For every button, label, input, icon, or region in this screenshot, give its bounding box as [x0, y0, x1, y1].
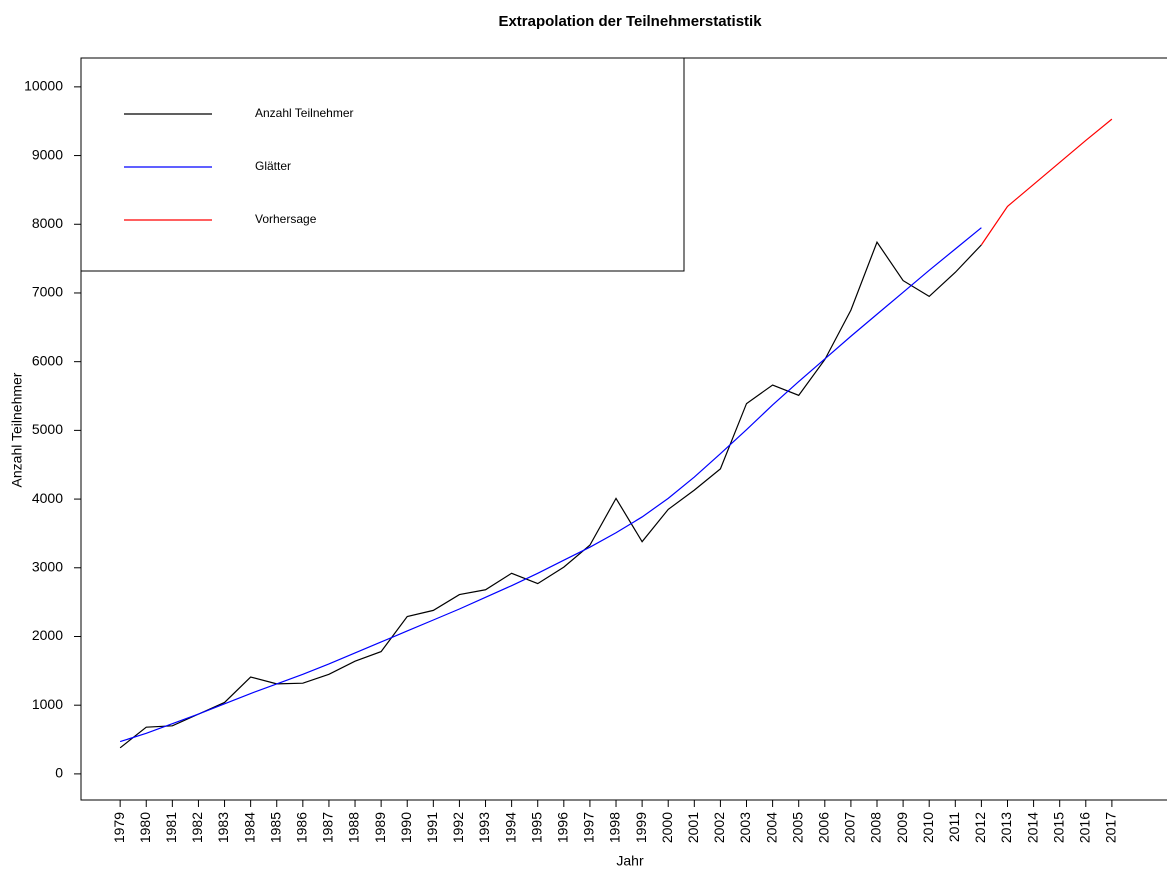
- legend-box: [80, 57, 685, 272]
- x-tick-label: 2003: [737, 812, 753, 843]
- x-tick-label: 2008: [868, 812, 884, 843]
- legend-label: Glätter: [255, 159, 291, 173]
- y-tick-label: 0: [55, 765, 63, 781]
- y-tick-label: 4000: [32, 490, 63, 506]
- x-tick-label: 1989: [372, 812, 388, 843]
- y-tick-label: 5000: [32, 421, 63, 437]
- x-tick-label: 2002: [711, 812, 727, 843]
- y-tick-label: 7000: [32, 284, 63, 300]
- x-tick-label: 2017: [1103, 812, 1119, 843]
- x-tick-label: 2006: [816, 812, 832, 843]
- x-tick-label: 1983: [215, 812, 231, 843]
- x-tick-label: 1991: [424, 812, 440, 843]
- x-tick-label: 1993: [476, 812, 492, 843]
- x-tick-label: 2011: [946, 812, 962, 842]
- chart-title: Extrapolation der Teilnehmerstatistik: [498, 13, 762, 30]
- x-tick-label: 1992: [450, 812, 466, 843]
- plot-frame: [80, 57, 1167, 801]
- data-line: [980, 118, 1113, 246]
- x-tick-label: 2000: [659, 812, 675, 843]
- y-tick-label: 9000: [32, 146, 63, 162]
- x-tick-label: 2010: [920, 812, 936, 843]
- x-tick-label: 1998: [607, 812, 623, 843]
- x-tick-label: 2005: [789, 812, 805, 843]
- x-tick-label: 1988: [346, 812, 362, 843]
- x-tick-label: 2012: [972, 812, 988, 843]
- y-tick-label: 6000: [32, 352, 63, 368]
- x-tick-label: 2013: [998, 812, 1014, 843]
- x-tick-label: 2001: [685, 812, 701, 843]
- x-tick-label: 1999: [633, 812, 649, 843]
- x-tick-label: 1990: [398, 812, 414, 843]
- x-tick-label: 1980: [137, 812, 153, 843]
- y-tick-label: 1000: [32, 696, 63, 712]
- x-tick-label: 1982: [189, 812, 205, 843]
- y-tick-label: 10000: [24, 78, 63, 94]
- x-tick-label: 1995: [528, 812, 544, 843]
- x-tick-label: 2009: [894, 812, 910, 843]
- x-tick-label: 2007: [842, 812, 858, 843]
- data-line: [119, 240, 982, 749]
- legend-label: Anzahl Teilnehmer: [255, 106, 354, 120]
- x-tick-label: 1987: [320, 812, 336, 843]
- x-tick-label: 1985: [267, 812, 283, 843]
- x-tick-label: 1986: [294, 812, 310, 843]
- x-tick-label: 2015: [1050, 812, 1066, 843]
- y-axis-label: Anzahl Teilnehmer: [9, 372, 25, 487]
- y-tick-label: 2000: [32, 627, 63, 643]
- x-tick-label: 1997: [581, 812, 597, 843]
- x-tick-label: 2016: [1076, 812, 1092, 843]
- x-tick-label: 2014: [1024, 812, 1040, 843]
- x-tick-label: 1984: [241, 812, 257, 843]
- y-tick-label: 3000: [32, 558, 63, 574]
- y-tick-label: 8000: [32, 215, 63, 231]
- x-axis-label: Jahr: [616, 853, 644, 869]
- x-tick-label: 1979: [111, 812, 127, 843]
- data-line: [119, 227, 982, 743]
- x-tick-label: 1996: [555, 812, 571, 843]
- x-tick-label: 1981: [163, 812, 179, 843]
- legend-label: Vorhersage: [255, 212, 317, 226]
- x-tick-label: 2004: [763, 812, 779, 843]
- x-tick-label: 1994: [502, 812, 518, 843]
